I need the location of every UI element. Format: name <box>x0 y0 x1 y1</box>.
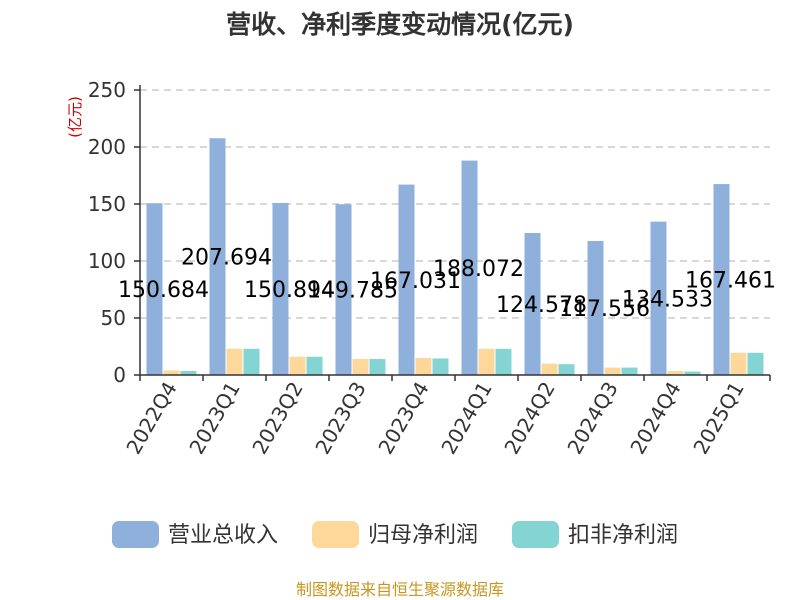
legend-item-3[interactable]: 扣非净利润 <box>512 521 678 548</box>
y-tick-label: 250 <box>88 78 126 102</box>
legend-label: 扣非净利润 <box>568 523 678 548</box>
x-ticks: 2022Q4 2023Q1 2023Q2 2023Q3 2023Q4 2024Q1 2024… <box>121 375 771 459</box>
bar-3-2023Q1 <box>243 348 260 375</box>
bar-2-2024Q1 <box>478 348 495 375</box>
bar-1-2022Q4 <box>146 203 163 375</box>
data-label: 117.556 <box>559 297 650 322</box>
legend-item-2[interactable]: 归母净利润 <box>312 521 478 548</box>
data-label: 167.461 <box>685 269 776 294</box>
x-tick-label: 2023Q4 <box>373 378 433 459</box>
data-label: 207.694 <box>181 246 272 271</box>
bar-1-2024Q2 <box>524 232 541 375</box>
bar-3-2024Q1 <box>495 348 512 375</box>
y-tick-label: 150 <box>88 192 126 216</box>
x-tick-label: 2023Q1 <box>184 378 244 459</box>
bar-2-2023Q3 <box>352 359 369 375</box>
data-label: 149.785 <box>307 279 398 304</box>
x-tick-label: 2023Q3 <box>310 378 370 459</box>
bar-2-2023Q4 <box>415 357 432 375</box>
data-label: 150.894 <box>244 278 335 303</box>
data-label: 150.684 <box>118 278 209 303</box>
axes <box>139 85 770 376</box>
legend-swatch <box>312 521 359 548</box>
x-tick-label: 2024Q2 <box>499 378 559 459</box>
legend-label: 归母净利润 <box>368 523 478 548</box>
bars <box>146 138 764 375</box>
bar-1-2024Q3 <box>587 240 604 375</box>
bar-1-2023Q2 <box>272 202 289 375</box>
bar-1-2024Q1 <box>461 160 478 375</box>
bar-2-2022Q4 <box>163 370 180 375</box>
x-tick-label: 2022Q4 <box>121 378 181 459</box>
legend-item-1[interactable]: 营业总收入 <box>112 521 278 548</box>
x-tick-label: 2025Q1 <box>688 378 748 459</box>
bar-2-2025Q1 <box>730 352 747 375</box>
source-note: 制图数据来自恒生聚源数据库 <box>296 580 504 599</box>
bar-3-2024Q4 <box>684 371 701 375</box>
data-label: 167.031 <box>370 269 461 294</box>
y-tick-label: 200 <box>88 135 126 159</box>
bar-2-2024Q3 <box>604 367 621 375</box>
bar-3-2024Q3 <box>621 367 638 375</box>
data-label: 188.072 <box>433 257 524 282</box>
x-tick-label: 2023Q2 <box>247 378 307 459</box>
y-tick-label: 0 <box>113 363 126 387</box>
bar-1-2023Q4 <box>398 184 415 375</box>
bar-1-2023Q1 <box>209 138 226 375</box>
bar-3-2022Q4 <box>180 371 197 375</box>
legend-label: 营业总收入 <box>168 523 278 548</box>
legend-swatch <box>512 521 559 548</box>
bar-3-2023Q4 <box>432 358 449 375</box>
data-label: 124.578 <box>496 293 587 318</box>
chart-title: 营收、净利季度变动情况(亿元) <box>226 10 574 39</box>
bar-2-2023Q2 <box>289 356 306 375</box>
bar-2-2024Q4 <box>667 371 684 375</box>
bar-1-2024Q4 <box>650 221 667 375</box>
bar-2-2023Q1 <box>226 348 243 375</box>
legend[interactable]: 营业总收入 归母净利润 扣非净利润 <box>112 521 678 548</box>
y-tick-label: 50 <box>101 306 126 330</box>
grid-lines <box>140 89 770 319</box>
bar-1-2023Q3 <box>335 204 352 375</box>
x-tick-label: 2024Q1 <box>436 378 496 459</box>
data-label: 134.533 <box>622 287 713 312</box>
data-labels: 150.684 207.694 150.894149.785167.031188.0… <box>118 246 776 322</box>
bar-3-2023Q2 <box>306 356 323 375</box>
bar-3-2025Q1 <box>747 352 764 375</box>
x-tick-label: 2024Q4 <box>625 378 685 459</box>
bar-1-2025Q1 <box>713 184 730 375</box>
bar-3-2023Q3 <box>369 359 386 375</box>
y-tick-label: 100 <box>88 249 126 273</box>
bar-3-2024Q2 <box>558 364 575 375</box>
legend-swatch <box>112 521 159 548</box>
x-tick-label: 2024Q3 <box>562 378 622 459</box>
y-ticks: 0 50 100 150 200 250 <box>88 78 140 387</box>
y-axis-label: (亿元) <box>66 96 84 138</box>
bar-2-2024Q2 <box>541 363 558 375</box>
